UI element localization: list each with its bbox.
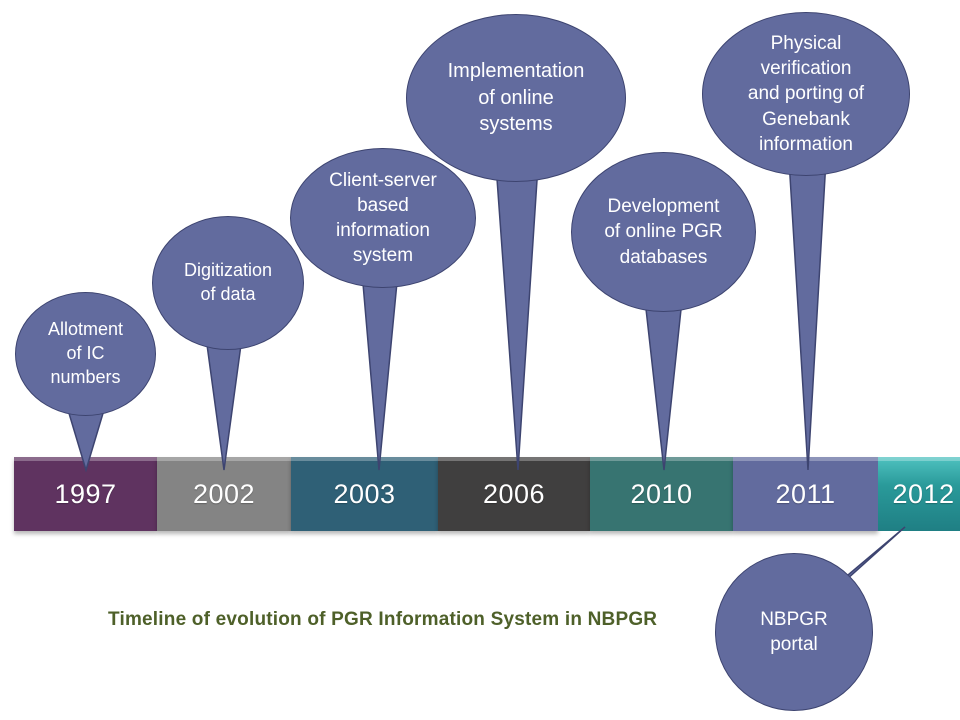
timeline-year-2002: 2002 xyxy=(192,478,256,509)
timeline-year-2012: 2012 xyxy=(892,478,955,509)
timeline-segment-2006[interactable]: 2006 xyxy=(438,457,590,531)
timeline-segment-2010[interactable]: 2010 xyxy=(590,457,733,531)
callout-text-2010: Development of online PGR databases xyxy=(604,196,723,268)
callout-bubble-2012[interactable]: NBPGR portal xyxy=(715,553,873,711)
timeline-segment-1997[interactable]: 1997 xyxy=(14,457,157,531)
callout-bubble-1997[interactable]: Allotment of IC numbers xyxy=(15,292,156,416)
callout-bubble-2006[interactable]: Implementation of online systems xyxy=(406,14,626,182)
callout-text-2006: Implementation of online systems xyxy=(447,60,585,136)
callout-bubble-2003[interactable]: Client-server based information system xyxy=(290,148,476,288)
callout-bubble-2002[interactable]: Digitization of data xyxy=(152,216,304,350)
callout-bubble-2011[interactable]: Physical verification and porting of Gen… xyxy=(702,12,910,176)
callout-text-2002: Digitization of data xyxy=(183,260,273,304)
callout-text-2003: Client-server based information system xyxy=(329,169,437,267)
diagram-caption: Timeline of evolution of PGR Information… xyxy=(108,609,658,630)
callout-text-1997: Allotment of IC numbers xyxy=(47,319,124,387)
callout-bubble-2010[interactable]: Development of online PGR databases xyxy=(571,152,756,312)
timeline-bar: 1997 2002 2003 2006 2010 2011 2012 xyxy=(14,457,960,531)
timeline-year-2006: 2006 xyxy=(482,478,546,509)
timeline-year-2003: 2003 xyxy=(333,478,396,509)
timeline-year-2011: 2011 xyxy=(775,478,836,509)
timeline-year-1997: 1997 xyxy=(54,478,117,509)
timeline-year-2010: 2010 xyxy=(630,478,693,509)
callout-text-2012: NBPGR portal xyxy=(760,608,828,655)
callout-text-2011: Physical verification and porting of Gen… xyxy=(747,33,865,155)
